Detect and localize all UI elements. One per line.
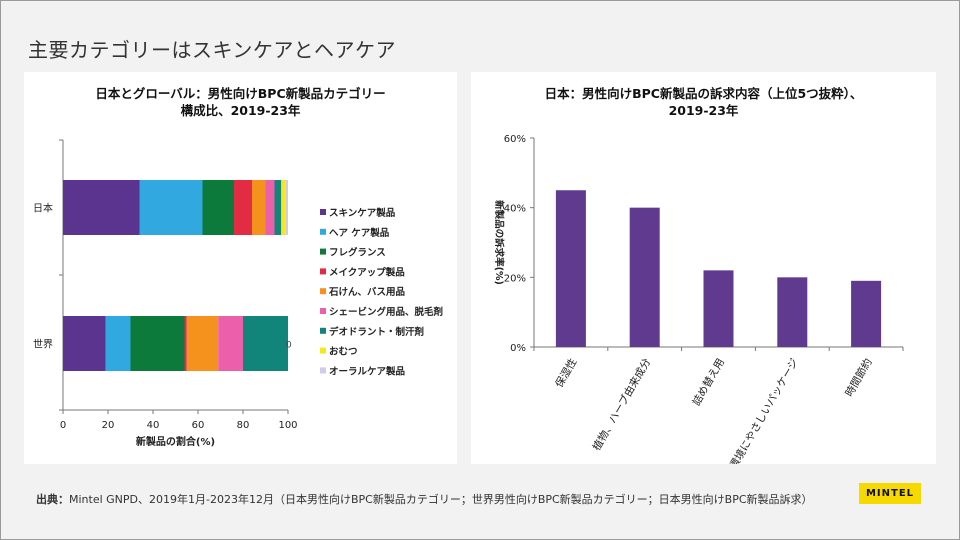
x-axis-title: 新製品の割合(%) [136,435,215,448]
bar-segment-soap [186,316,219,371]
legend-swatch-fragrance [320,248,326,255]
bar-segment-skincare [63,316,106,371]
x-category-label: 詰め替え用 [690,356,728,408]
bar [851,280,882,347]
bar [555,190,586,347]
bar-segment-shaving [218,316,243,371]
legend-swatch-oralcare [320,367,326,374]
bar-segment-makeup [234,180,252,235]
legend-label: オーラルケア製品 [329,365,405,377]
panel-left-chart: 日本とグローバル：男性向けBPC新製品カテゴリー 構成比、2019-23年 日本… [24,72,457,464]
bar [703,270,734,347]
mintel-logo: MINTEL [859,483,921,504]
source-note: 出典：Mintel GNPD、2019年1月-2023年12月（日本男性向けBP… [36,491,813,507]
y-tick-label: 60% [504,134,526,145]
bar-segment-skincare [63,180,140,235]
bar-segment-shaving [265,180,275,235]
left-chart-title-line2: 構成比、2019-23年 [180,103,301,118]
source-text: Mintel GNPD、2019年1月-2023年12月（日本男性向けBPC新製… [69,493,813,506]
x-tick-label: 100 [278,420,297,431]
left-chart-title: 日本とグローバル：男性向けBPC新製品カテゴリー 構成比、2019-23年 [24,85,457,119]
stray-data-label: 0 [286,341,292,351]
legend-label: おむつ [329,347,358,358]
bar-segment-fragrance [202,180,234,235]
legend-swatch-soap [320,288,326,295]
x-tick-label: 60 [192,420,205,431]
bar-segment-makeup [184,316,187,371]
bar-segment-oralcare_misc [281,180,286,235]
x-tick-label: 80 [237,420,250,431]
legend-swatch-makeup [320,268,326,275]
bar [777,277,808,347]
bar-segment-fragrance [130,316,185,371]
bar-segment-soap [252,180,266,235]
x-category-label: 時間節約 [842,356,874,399]
category-label: 世界 [33,339,53,351]
slide-title: 主要カテゴリーはスキンケアとヘアケア [28,38,396,62]
x-category-label: 植物、ハーブ由来成分 [590,356,654,453]
legend-swatch-deodorant [320,327,326,334]
right-chart-title-line2: 2019-23年 [668,103,739,118]
legend-label: メイクアップ製品 [329,266,405,278]
legend-swatch-oralcare_misc [320,347,326,354]
y-axis-title: 新製品の訴求率(%) [493,200,505,285]
x-tick-label: 20 [102,420,115,431]
y-tick-label: 40% [504,204,526,215]
x-tick-label: 0 [60,420,66,431]
legend-label: スキンケア製品 [329,207,395,219]
x-category-label: 保湿性 [552,356,579,390]
source-label: 出典： [36,493,69,506]
panel-right-chart: 日本：男性向けBPC新製品の訴求内容（上位5つ抜粋）、 2019-23年 0% 2… [471,72,936,464]
legend-label: ヘア ケア製品 [329,227,389,239]
legend-label: デオドラント・制汗剤 [329,326,424,338]
bar-segment-deodorant [274,180,282,235]
bar [629,207,660,347]
bar-segment-deodorant [243,316,288,371]
legend-swatch-haircare [320,228,326,235]
bar-segment-haircare [139,180,203,235]
x-category-label: 環境にやさしいパッケージ [727,356,801,464]
legend-swatch-shaving [320,308,326,314]
right-chart-title: 日本：男性向けBPC新製品の訴求内容（上位5つ抜粋）、 2019-23年 [471,85,936,119]
x-tick-label: 40 [147,420,160,431]
right-chart-title-line1: 日本：男性向けBPC新製品の訴求内容（上位5つ抜粋）、 [544,86,863,101]
bar-segment-haircare [105,316,131,371]
legend-swatch-skincare [320,209,326,215]
legend-label: フレグランス [329,247,386,259]
legend-label: シェービング用品、脱毛剤 [329,306,443,318]
category-label: 日本 [33,202,53,215]
vertical-bar-chart: 0% 20% 40% 60% 新製品の訴求率(%) 保湿性 植物、ハーブ由来成分 詰め替え用環… [493,134,904,464]
legend-label: 石けん、バス用品 [328,286,405,298]
left-chart-title-line1: 日本とグローバル：男性向けBPC新製品カテゴリー [95,86,386,101]
y-tick-label: 0% [510,343,526,354]
y-tick-label: 20% [504,273,526,284]
bar-segment-oralcare [285,180,288,235]
